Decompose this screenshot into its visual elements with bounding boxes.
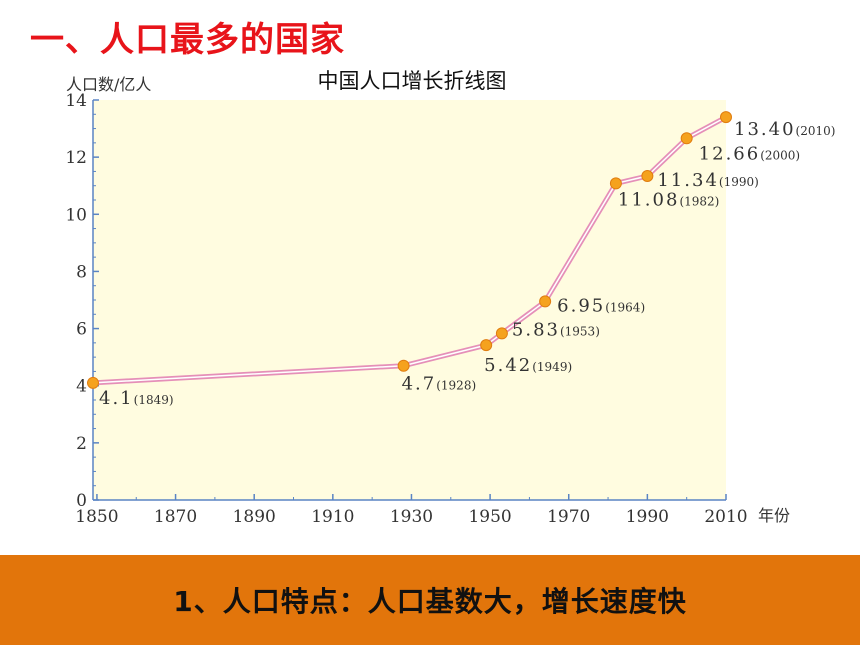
data-point-marker: [641, 170, 654, 182]
y-axis-label: 人口数/亿人: [66, 75, 151, 94]
x-tick-label: 1990: [626, 507, 669, 527]
data-label-year: (2010): [796, 124, 836, 138]
data-label-value: 4.1: [99, 388, 134, 409]
data-label-value: 5.83: [512, 319, 560, 340]
x-tick-label: 1910: [311, 507, 354, 527]
data-label: 11.08(1982): [618, 189, 719, 210]
y-tick-label: 8: [76, 262, 87, 282]
data-label: 5.42(1949): [484, 355, 572, 376]
data-label-value: 11.34: [657, 170, 719, 191]
chart-title: 中国人口增长折线图: [318, 69, 507, 93]
data-label-value: 5.42: [484, 355, 532, 376]
data-label: 6.95(1964): [557, 295, 645, 316]
data-label-year: (1928): [436, 379, 476, 393]
population-line-chart: 中国人口增长折线图 人口数/亿人 年份 0 2 4 6 8 10 12 14 1850 1870…: [65, 69, 835, 527]
data-point-marker: [609, 177, 622, 190]
data-point-marker: [397, 359, 410, 372]
y-tick-label: 0: [76, 491, 87, 511]
data-label-value: 13.40: [734, 119, 796, 140]
data-label-year: (1849): [134, 393, 174, 407]
x-tick-label: 1970: [547, 507, 590, 527]
data-point-marker: [720, 111, 732, 124]
data-label: 5.83(1953): [512, 319, 600, 340]
x-tick-label: 1950: [468, 507, 511, 527]
data-point-marker: [680, 132, 693, 145]
summary-text: 1、人口特点：人口基数大，增长速度快: [173, 585, 687, 618]
data-label-year: (1964): [605, 300, 645, 314]
data-point-marker: [539, 295, 552, 308]
data-label-year: (1953): [560, 324, 600, 338]
data-label: 12.66(2000): [699, 143, 800, 164]
plot-background: [93, 100, 726, 500]
x-tick-label: 1890: [233, 507, 276, 527]
y-tick-label: 14: [65, 91, 87, 111]
data-labels: 4.1(1849) 4.7(1928) 5.42(1949) 5.83(1953) 6.…: [99, 119, 835, 409]
x-axis-label: 年份: [758, 506, 790, 525]
x-tick-label: 1870: [154, 507, 197, 527]
data-label-year: (1990): [719, 175, 759, 189]
x-tick-label: 2010: [704, 507, 747, 527]
y-axis-ticks: 0 2 4 6 8 10 12 14: [65, 91, 99, 511]
data-point-marker: [480, 339, 493, 352]
y-tick-label: 12: [65, 148, 87, 168]
data-label-year: (2000): [760, 148, 800, 162]
data-label: 4.7(1928): [402, 374, 477, 395]
y-tick-label: 2: [76, 434, 87, 454]
data-label-value: 4.7: [402, 374, 437, 395]
data-point-marker: [87, 376, 99, 389]
y-tick-label: 10: [65, 205, 87, 225]
summary-banner: 1、人口特点：人口基数大，增长速度快: [0, 555, 860, 645]
y-tick-label: 6: [76, 320, 87, 340]
data-label-value: 12.66: [699, 143, 761, 164]
y-tick-label: 4: [76, 377, 87, 397]
x-axis-ticks: 1850 1870 1890 1910 1930 1950 1970 1990 2010: [75, 494, 748, 527]
data-label-value: 6.95: [557, 295, 605, 316]
x-tick-label: 1850: [75, 507, 118, 527]
data-label-year: (1982): [679, 194, 719, 208]
data-points: [87, 111, 732, 389]
slide-heading: 一、人口最多的国家: [30, 20, 345, 60]
x-tick-label: 1930: [390, 507, 433, 527]
data-label: 11.34(1990): [657, 170, 758, 191]
data-label: 4.1(1849): [99, 388, 174, 409]
data-point-marker: [495, 327, 508, 340]
data-label-value: 11.08: [618, 189, 680, 210]
data-label-year: (1949): [532, 360, 572, 374]
data-label: 13.40(2010): [734, 119, 835, 140]
